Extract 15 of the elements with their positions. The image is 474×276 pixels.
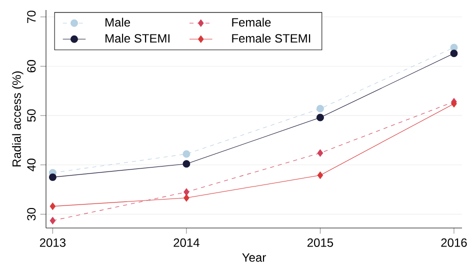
x-tick-label: 2014 (174, 238, 200, 247)
legend-label: Female STEMI (232, 34, 310, 43)
y-tick-label: 70 (27, 10, 36, 23)
x-tick-label: 2016 (441, 238, 467, 247)
x-tick-label: 2015 (307, 238, 334, 247)
x-axis-title: Year (242, 253, 266, 262)
x-tick-label: 2013 (40, 238, 66, 247)
y-tick-label: 60 (27, 60, 36, 72)
y-tick-label: 30 (27, 208, 36, 220)
y-axis-title: Radial access (%) (12, 71, 24, 166)
legend-label: Male STEMI (106, 34, 170, 43)
y-tick-label: 50 (27, 109, 36, 122)
y-tick-label: 40 (27, 158, 36, 172)
legend-label: Female (232, 18, 271, 27)
legend-label: Male (106, 18, 130, 27)
